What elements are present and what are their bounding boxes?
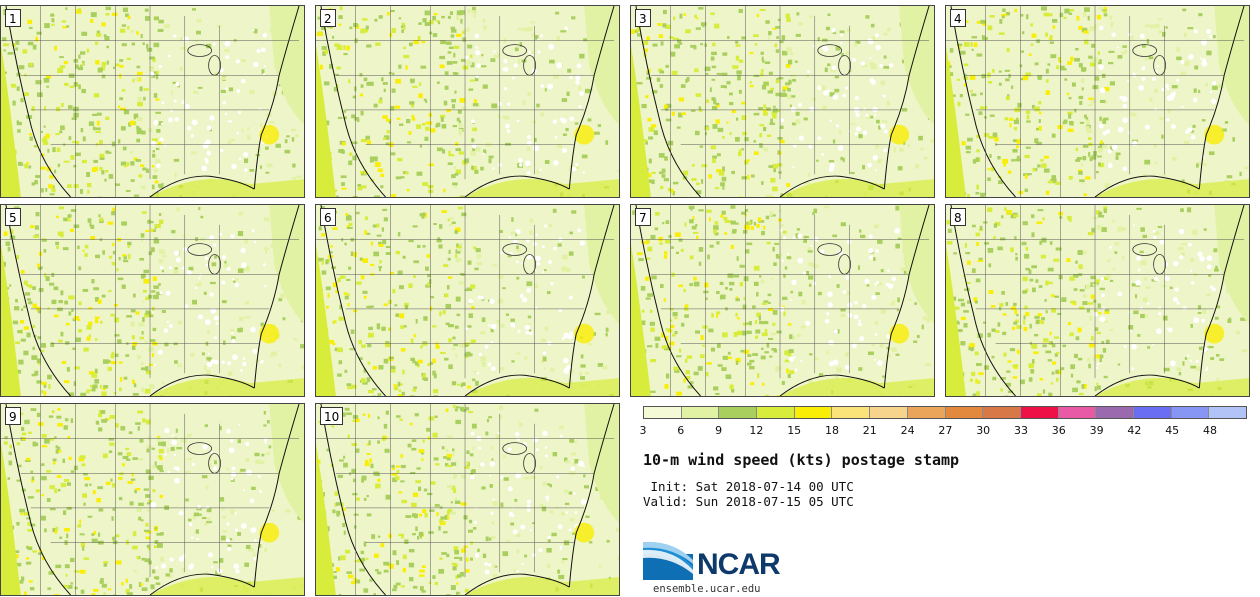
wind-speed-map [1,6,304,197]
colorbar-segment [718,407,757,418]
colorbar-tick-label: 12 [749,424,764,437]
colorbar-segment [906,407,945,418]
ensemble-member-panel: 2 [315,5,620,198]
colorbar-segment [793,407,832,418]
colorbar-tick-label: 33 [1014,424,1028,437]
wind-speed-map [631,6,934,197]
colorbar-segment [831,407,870,418]
ensemble-member-panel: 6 [315,204,620,397]
valid-time: Valid: Sun 2018-07-15 05 UTC [643,494,854,509]
wind-speed-map [316,6,619,197]
member-number-label: 9 [5,407,21,425]
ncar-logo-icon [643,541,693,580]
colorbar-segment [1095,407,1133,418]
wind-speed-map [316,205,619,396]
member-number-label: 6 [320,208,336,226]
colorbar-segment [982,407,1020,418]
ensemble-member-panel: 3 [630,5,935,198]
member-number-label: 1 [5,9,21,27]
wind-speed-map [1,205,304,396]
colorbar-tick-label: 3 [639,424,647,437]
colorbar-tick-label: 15 [787,424,802,437]
colorbar-segment [756,407,794,418]
colorbar-segment [1019,407,1058,418]
ensemble-member-panel: 5 [0,204,305,397]
colorbar-tick-label: 27 [938,424,953,437]
colorbar-tick-label: 45 [1165,424,1180,437]
ensemble-member-panel: 7 [630,204,935,397]
colorbar-segment [944,407,983,418]
member-number-label: 4 [950,9,966,27]
colorbar-tick-label: 36 [1051,424,1066,437]
chart-title: 10-m wind speed (kts) postage stamp [643,451,960,469]
website-url: ensemble.ucar.edu [653,583,761,595]
colorbar-tick-label: 21 [862,424,877,437]
ensemble-member-panel: 1 [0,5,305,198]
colorbar-tick-label: 6 [677,424,685,437]
colorbar-segment [1208,407,1246,418]
member-number-label: 3 [635,9,651,27]
wind-speed-map [631,205,934,396]
member-number-label: 5 [5,208,21,226]
colorbar-tick-label: 18 [825,424,839,437]
colorbar-segment [1170,407,1209,418]
wind-speed-map [316,404,619,595]
colorbar-tick-label: 42 [1127,424,1142,437]
colorbar-segment [1132,407,1171,418]
ensemble-member-panel: 8 [945,204,1250,397]
member-number-label: 10 [320,407,344,425]
colorbar-segment [680,407,719,418]
wind-speed-map [1,404,304,595]
member-number-label: 7 [635,208,651,226]
member-number-label: 2 [320,9,336,27]
colorbar-tick-labels: 3 6 9 12 15 18 21 24 27 30 33 36 39 42 45 48 [639,424,1247,438]
colorbar-tick-label: 24 [900,424,915,437]
ensemble-member-panel: 10 [315,403,620,596]
wind-speed-map [946,6,1249,197]
member-number-label: 8 [950,208,966,226]
colorbar-tick-label: 9 [715,424,723,437]
wind-speed-colorbar [643,406,1247,419]
ensemble-member-panel: 4 [945,5,1250,198]
ensemble-member-panel: 9 [0,403,305,596]
ncar-logo-text: NCAR [697,548,781,581]
colorbar-segment [1057,407,1096,418]
colorbar-segment [644,407,681,418]
wind-speed-map [946,205,1249,396]
colorbar-tick-label: 30 [976,424,991,437]
colorbar-tick-label: 39 [1089,424,1104,437]
colorbar-segment [869,407,907,418]
colorbar-tick-label: 48 [1203,424,1217,437]
init-time: Init: Sat 2018-07-14 00 UTC [643,479,854,494]
